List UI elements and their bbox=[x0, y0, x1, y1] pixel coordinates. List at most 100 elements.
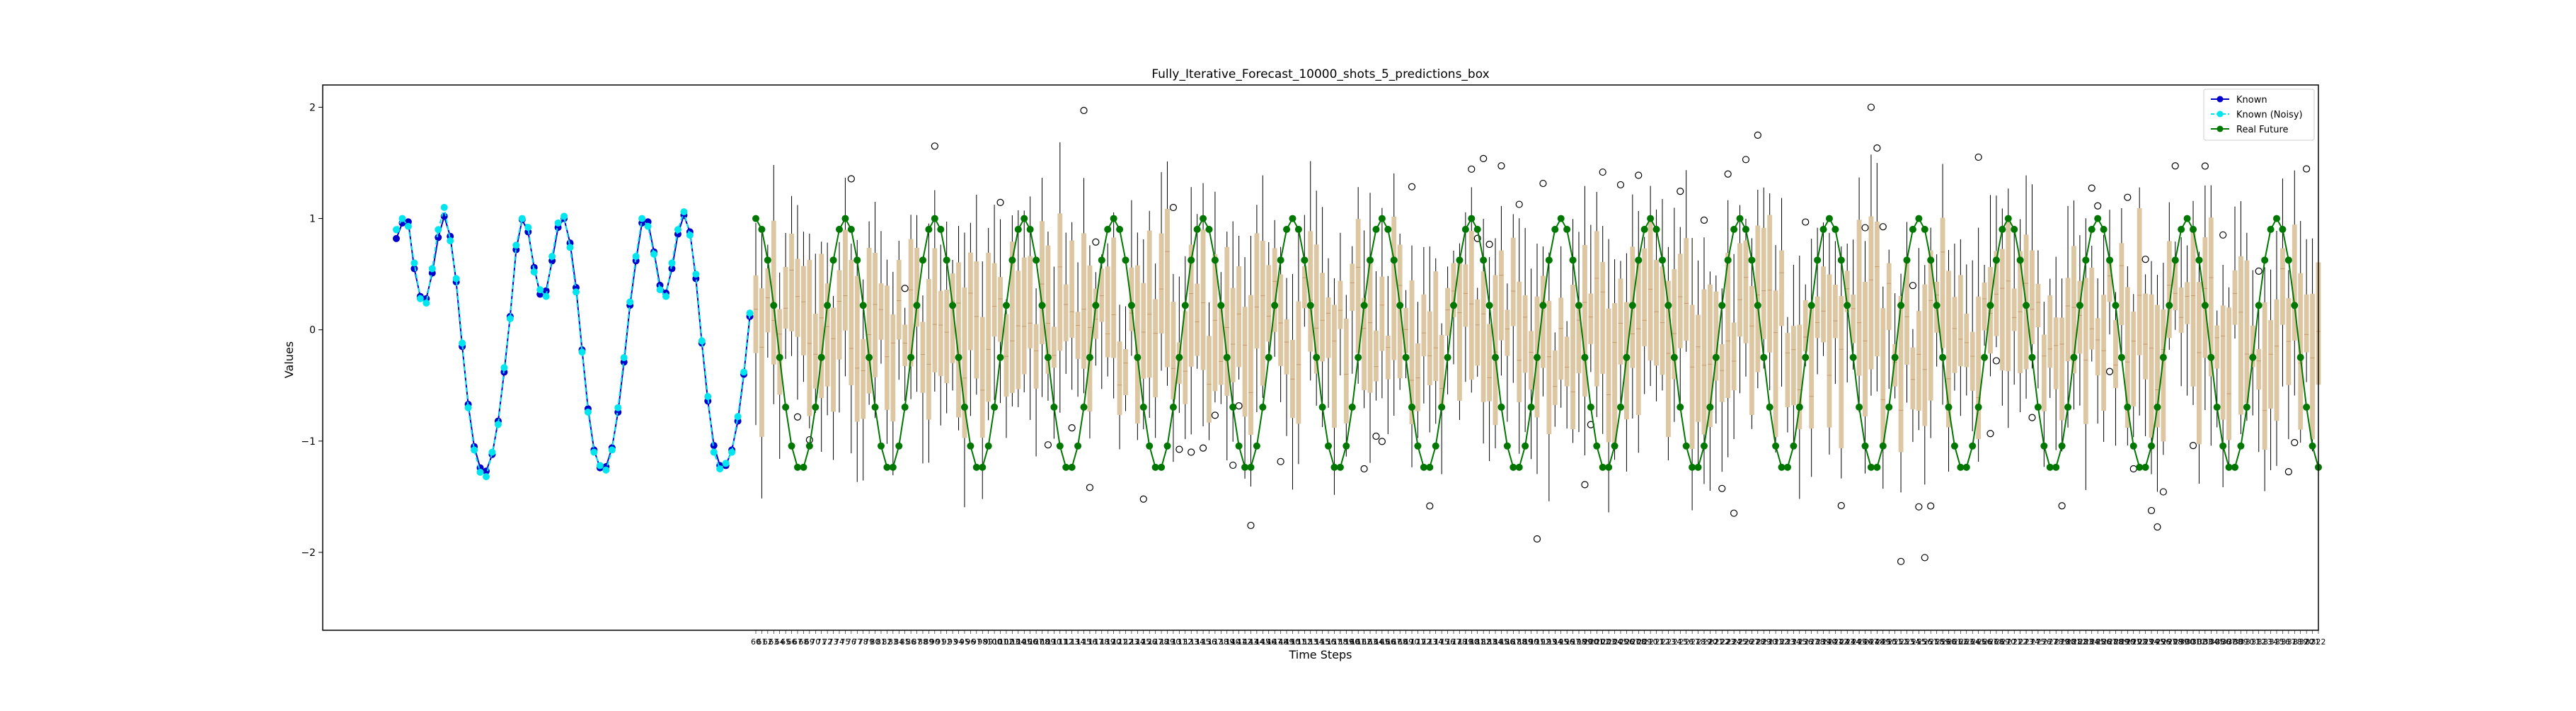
box-body bbox=[1940, 217, 1945, 348]
box-outlier bbox=[1372, 432, 1380, 440]
x-tick-label: 235 bbox=[1792, 637, 1807, 647]
real-future-point bbox=[800, 463, 807, 471]
box-body bbox=[1916, 311, 1921, 411]
box-outlier bbox=[2201, 162, 2209, 170]
real-future-point bbox=[895, 442, 903, 450]
box-body bbox=[1707, 284, 1713, 428]
box-body bbox=[1374, 330, 1379, 382]
x-tick-label: 321 bbox=[2305, 637, 2320, 647]
box-body bbox=[866, 247, 872, 394]
box-body bbox=[2226, 307, 2231, 440]
legend-label-known: Known bbox=[2236, 95, 2267, 106]
box-body bbox=[1886, 263, 1892, 331]
box-body bbox=[1749, 285, 1754, 415]
real-future-point bbox=[1760, 353, 1768, 361]
real-future-point bbox=[1390, 256, 1398, 264]
x-tick-label: 166 bbox=[1381, 637, 1396, 647]
x-tick-label: 299 bbox=[2174, 637, 2189, 647]
known-noisy-point bbox=[404, 222, 412, 230]
box-body bbox=[1892, 343, 1898, 387]
real-future-point bbox=[1819, 225, 1827, 233]
box-body bbox=[1266, 265, 1272, 342]
box-body bbox=[926, 278, 931, 420]
real-future-point bbox=[1169, 403, 1177, 411]
known-noisy-point bbox=[476, 468, 484, 476]
box-body bbox=[1355, 219, 1361, 353]
box-body bbox=[2053, 317, 2059, 389]
x-tick-label: 124 bbox=[1130, 637, 1145, 647]
real-future-point bbox=[1689, 463, 1696, 471]
known-noisy-point bbox=[512, 241, 520, 249]
known-noisy-point bbox=[680, 208, 688, 216]
real-future-point bbox=[1628, 302, 1636, 309]
known-noisy-point bbox=[620, 354, 628, 361]
box-body bbox=[2071, 246, 2076, 374]
box-body bbox=[1564, 336, 1570, 387]
real-future-point bbox=[1849, 353, 1857, 361]
box-outlier bbox=[2159, 488, 2167, 496]
real-future-point bbox=[1188, 256, 1195, 264]
box-body bbox=[765, 268, 771, 333]
real-future-point bbox=[829, 256, 837, 264]
real-future-point bbox=[1325, 442, 1333, 450]
real-future-point bbox=[883, 463, 891, 471]
real-future-point bbox=[877, 442, 885, 450]
box-outlier bbox=[1581, 481, 1589, 489]
real-future-point bbox=[1330, 463, 1338, 471]
box-body bbox=[849, 260, 854, 385]
x-tick-label: 74 bbox=[834, 637, 844, 647]
real-future-point bbox=[2243, 403, 2250, 411]
x-tick-label: 191 bbox=[1530, 637, 1545, 647]
x-tick-label: 243 bbox=[1840, 637, 1855, 647]
box-outlier bbox=[2291, 438, 2299, 447]
box-body bbox=[1851, 295, 1856, 343]
plot-area bbox=[393, 103, 2322, 565]
box-body bbox=[1737, 243, 1742, 337]
real-future-point bbox=[2011, 225, 2018, 233]
box-body bbox=[2089, 267, 2095, 350]
real-future-point bbox=[2154, 403, 2161, 411]
x-tick-label: 139 bbox=[1219, 637, 1234, 647]
box-outlier bbox=[1515, 200, 1523, 208]
x-tick-label: 151 bbox=[1291, 637, 1306, 647]
box-body bbox=[1063, 284, 1069, 341]
box-outlier bbox=[1927, 502, 1935, 510]
x-tick-label: 291 bbox=[2126, 637, 2141, 647]
box-body bbox=[1409, 280, 1415, 425]
real-future-point bbox=[1712, 353, 1720, 361]
real-future-point bbox=[1563, 225, 1571, 233]
real-future-point bbox=[1915, 215, 1923, 222]
real-future-point bbox=[2100, 225, 2108, 233]
box-body bbox=[1785, 333, 1790, 408]
x-tick-label: 246 bbox=[1858, 637, 1873, 647]
x-tick-label: 71 bbox=[817, 637, 827, 647]
x-tick-label: 150 bbox=[1285, 637, 1300, 647]
box-body bbox=[1212, 254, 1218, 392]
x-tick-label: 315 bbox=[2270, 637, 2284, 647]
box-body bbox=[1427, 311, 1432, 385]
x-tick-label: 136 bbox=[1202, 637, 1217, 647]
x-tick-label: 175 bbox=[1434, 637, 1449, 647]
x-tick-label: 265 bbox=[1971, 637, 1986, 647]
real-future-point bbox=[770, 302, 778, 309]
x-tick-label: 67 bbox=[793, 637, 803, 647]
x-tick-label: 145 bbox=[1255, 637, 1270, 647]
known-noisy-point bbox=[632, 253, 640, 260]
box-body bbox=[1391, 216, 1397, 360]
box-body bbox=[1957, 275, 1963, 367]
box-body bbox=[1207, 336, 1212, 423]
x-tick-label: 195 bbox=[1553, 637, 1568, 647]
x-tick-label: 101 bbox=[993, 637, 1008, 647]
box-outlier bbox=[931, 142, 938, 150]
real-future-point bbox=[1348, 403, 1356, 411]
x-tick-label: 312 bbox=[2251, 637, 2266, 647]
box-body bbox=[2030, 250, 2035, 344]
x-tick-label: 98 bbox=[977, 637, 987, 647]
x-tick-label: 99 bbox=[984, 637, 994, 647]
real-future-point bbox=[1802, 353, 1810, 361]
real-future-point bbox=[782, 403, 790, 411]
x-tick-label: 170 bbox=[1405, 637, 1420, 647]
box-body bbox=[1362, 297, 1367, 390]
box-outlier bbox=[1635, 171, 1643, 179]
y-tick-label: 1 bbox=[309, 214, 316, 225]
